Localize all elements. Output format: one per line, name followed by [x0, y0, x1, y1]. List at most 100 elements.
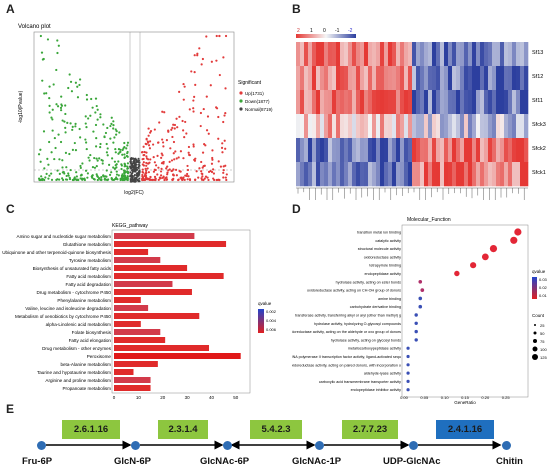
heatmap-cell	[420, 90, 425, 115]
volcano-point-up	[211, 156, 214, 160]
metabolite-fru-6p: Fru-6P	[22, 456, 53, 467]
heatmap-cell	[400, 90, 405, 115]
volcano-point-down	[94, 111, 97, 114]
heatmap-cell	[344, 90, 349, 115]
heatmap-cell	[296, 138, 301, 163]
heatmap-cell	[516, 138, 521, 163]
heatmap-cell	[304, 66, 309, 91]
volcano-point-up	[225, 173, 228, 176]
kegg-x-tick: 0	[113, 395, 116, 400]
volcano-point-normal	[138, 177, 141, 180]
volcano-point-down	[105, 142, 108, 146]
volcano-point-down	[79, 174, 83, 177]
volcano-point-up	[141, 168, 144, 171]
volcano-point-down	[101, 162, 104, 165]
volcano-point-down	[119, 150, 122, 153]
heatmap-cell	[508, 162, 513, 187]
volcano-point-down	[62, 178, 65, 182]
volcano-point-down	[37, 153, 41, 156]
volcano-point-down	[71, 125, 74, 128]
volcano-point-down	[91, 106, 94, 109]
heatmap-cell	[356, 138, 361, 163]
volcano-point-up	[159, 177, 162, 180]
heatmap-cell	[392, 114, 397, 139]
volcano-point-down	[48, 85, 51, 88]
heatmap-cell	[464, 114, 469, 139]
volcano-point-down	[85, 98, 89, 101]
volcano-point-down	[58, 158, 61, 161]
heatmap-cell	[488, 42, 493, 67]
heatmap-cell	[384, 66, 389, 91]
volcano-point-up	[217, 137, 220, 140]
volcano-point-down	[42, 130, 46, 133]
volcano-point-down	[100, 178, 103, 182]
heatmap-cell	[508, 114, 513, 139]
volcano-point-down	[106, 154, 109, 157]
heatmap-cell	[508, 66, 513, 91]
heatmap-cell	[504, 66, 509, 91]
heatmap-cell	[436, 114, 441, 139]
mf-dot	[418, 280, 423, 284]
heatmap-cell	[396, 66, 401, 91]
volcano-ylabel: -log10(Pvalue)	[18, 90, 24, 123]
volcano-point-up	[145, 151, 148, 154]
enzyme-box-2-3-1-4: 2.3.1.4	[158, 420, 208, 439]
volcano-point-normal	[130, 174, 133, 177]
volcano-point-down	[78, 127, 81, 131]
kegg-bar	[114, 353, 241, 359]
metabolite-glcnac-1p: GlcNAc-1P	[292, 456, 342, 467]
mf-size-tick: 75	[540, 339, 545, 344]
mf-dot	[470, 262, 477, 269]
volcano-point-normal	[130, 178, 133, 181]
volcano-point-normal	[130, 157, 133, 160]
heatmap-cell	[404, 138, 409, 163]
heatmap-cell	[452, 138, 457, 163]
mf-category-label: structural molecule activity	[358, 247, 401, 251]
volcano-point-down	[76, 85, 79, 88]
volcano-point-down	[56, 39, 59, 42]
heatmap-cell	[356, 90, 361, 115]
heatmap-cell	[432, 42, 437, 67]
row-label: Sfck1	[532, 170, 546, 176]
volcano-point-up	[140, 151, 144, 154]
heatmap-cell	[408, 162, 413, 187]
mf-dot	[418, 304, 423, 309]
heatmap-cell	[456, 42, 461, 67]
heatmap-cell	[384, 138, 389, 163]
heatmap-cell	[320, 90, 325, 115]
heatmap-cell	[324, 90, 329, 115]
volcano-point-normal	[134, 162, 137, 165]
heatmap-cell	[352, 42, 357, 67]
mf-size-marker	[532, 354, 538, 360]
heatmap-cell	[304, 90, 309, 115]
volcano-point-up	[215, 59, 218, 62]
heatmap-cell	[416, 90, 421, 115]
heatmap-cell	[336, 90, 341, 115]
heatmap-cell	[408, 66, 413, 91]
volcano-point-down	[87, 117, 90, 120]
heatmap-cell	[492, 162, 497, 187]
heatmap-cell	[476, 138, 481, 163]
heatmap-cell	[420, 114, 425, 139]
heatmap-cell	[460, 90, 465, 115]
heatmap-cell	[364, 66, 369, 91]
volcano-point-down	[96, 108, 99, 111]
heatmap-cell	[484, 138, 489, 163]
volcano-point-down	[64, 112, 67, 116]
heatmap-cell	[400, 162, 405, 187]
mf-category-label: oxidoreductase activity, acting on CH-OH…	[307, 289, 401, 293]
volcano-point-down	[43, 92, 46, 95]
volcano-point-down	[65, 174, 68, 178]
volcano-point-down	[46, 38, 50, 41]
heatmap-cell	[516, 114, 521, 139]
volcano-point-up	[211, 149, 214, 152]
volcano-point-up	[223, 114, 226, 117]
heatmap-cell	[300, 162, 305, 187]
volcano-point-down	[102, 123, 105, 126]
heatmap-cell	[464, 138, 469, 163]
volcano-point-up	[147, 144, 151, 147]
heatmap-cell	[412, 66, 417, 91]
volcano-point-normal	[129, 171, 132, 174]
volcano-point-down	[88, 159, 91, 162]
heatmap-cell	[404, 66, 409, 91]
